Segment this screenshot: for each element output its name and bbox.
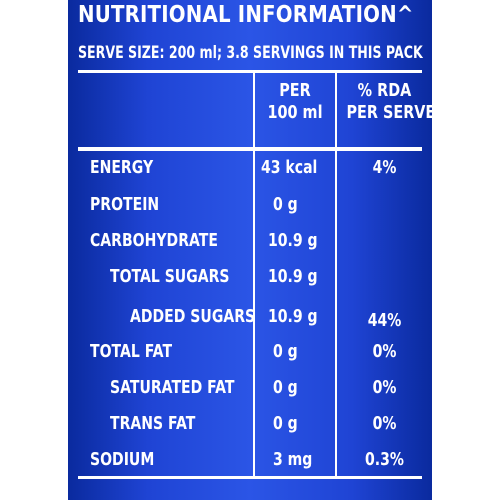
row-rda-energy: 4% xyxy=(372,157,397,178)
row-label-carbohydrate: CARBOHYDRATE xyxy=(90,230,218,251)
row-rda-added-sugars: 44% xyxy=(367,310,402,331)
row-rda-saturated-fat: 0% xyxy=(372,377,397,398)
row-rda-trans-fat: 0% xyxy=(372,413,397,434)
serve-size-text: SERVE SIZE: 200 ml; 3.8 SERVINGS IN THIS… xyxy=(78,43,423,63)
row-value-carbohydrate: 10.9 g xyxy=(268,230,318,251)
row-label-sodium: SODIUM xyxy=(90,449,155,470)
column-header-rda-line2: PER SERVE xyxy=(346,102,433,123)
nutrition-title: NUTRITIONAL INFORMATION^ xyxy=(78,2,414,28)
row-value-trans-fat: 0 g xyxy=(273,413,298,434)
row-label-saturated-fat: SATURATED FAT xyxy=(110,377,235,398)
row-rda-sodium: 0.3% xyxy=(365,449,404,470)
column-header-rda-line1: % RDA xyxy=(357,80,412,101)
row-value-added-sugars: 10.9 g xyxy=(268,306,318,327)
row-label-total-fat: TOTAL FAT xyxy=(90,341,173,362)
row-value-sodium: 3 mg xyxy=(273,449,313,470)
header-rule xyxy=(78,147,422,151)
column-divider-left xyxy=(253,70,255,479)
row-label-trans-fat: TRANS FAT xyxy=(110,413,196,434)
column-header-per-100ml-line1: PER xyxy=(279,80,311,101)
column-header-per-100ml-line2: 100 ml xyxy=(267,102,323,123)
column-header-rda: % RDA PER SERVE xyxy=(346,80,433,124)
row-label-protein: PROTEIN xyxy=(90,194,160,215)
row-rda-total-fat: 0% xyxy=(372,341,397,362)
row-label-energy: ENERGY xyxy=(90,157,154,178)
top-rule xyxy=(78,70,422,73)
row-value-protein: 0 g xyxy=(273,194,298,215)
row-value-energy: 43 kcal xyxy=(261,157,318,178)
column-header-per-100ml: PER 100 ml xyxy=(263,80,327,124)
row-value-total-fat: 0 g xyxy=(273,341,298,362)
row-value-total-sugars: 10.9 g xyxy=(268,266,318,287)
row-label-added-sugars: ADDED SUGARS xyxy=(130,306,256,327)
column-divider-right xyxy=(335,70,337,479)
nutrition-label: NUTRITIONAL INFORMATION^ SERVE SIZE: 200… xyxy=(68,0,432,500)
row-label-total-sugars: TOTAL SUGARS xyxy=(110,266,230,287)
bottom-rule xyxy=(78,476,422,479)
row-value-saturated-fat: 0 g xyxy=(273,377,298,398)
